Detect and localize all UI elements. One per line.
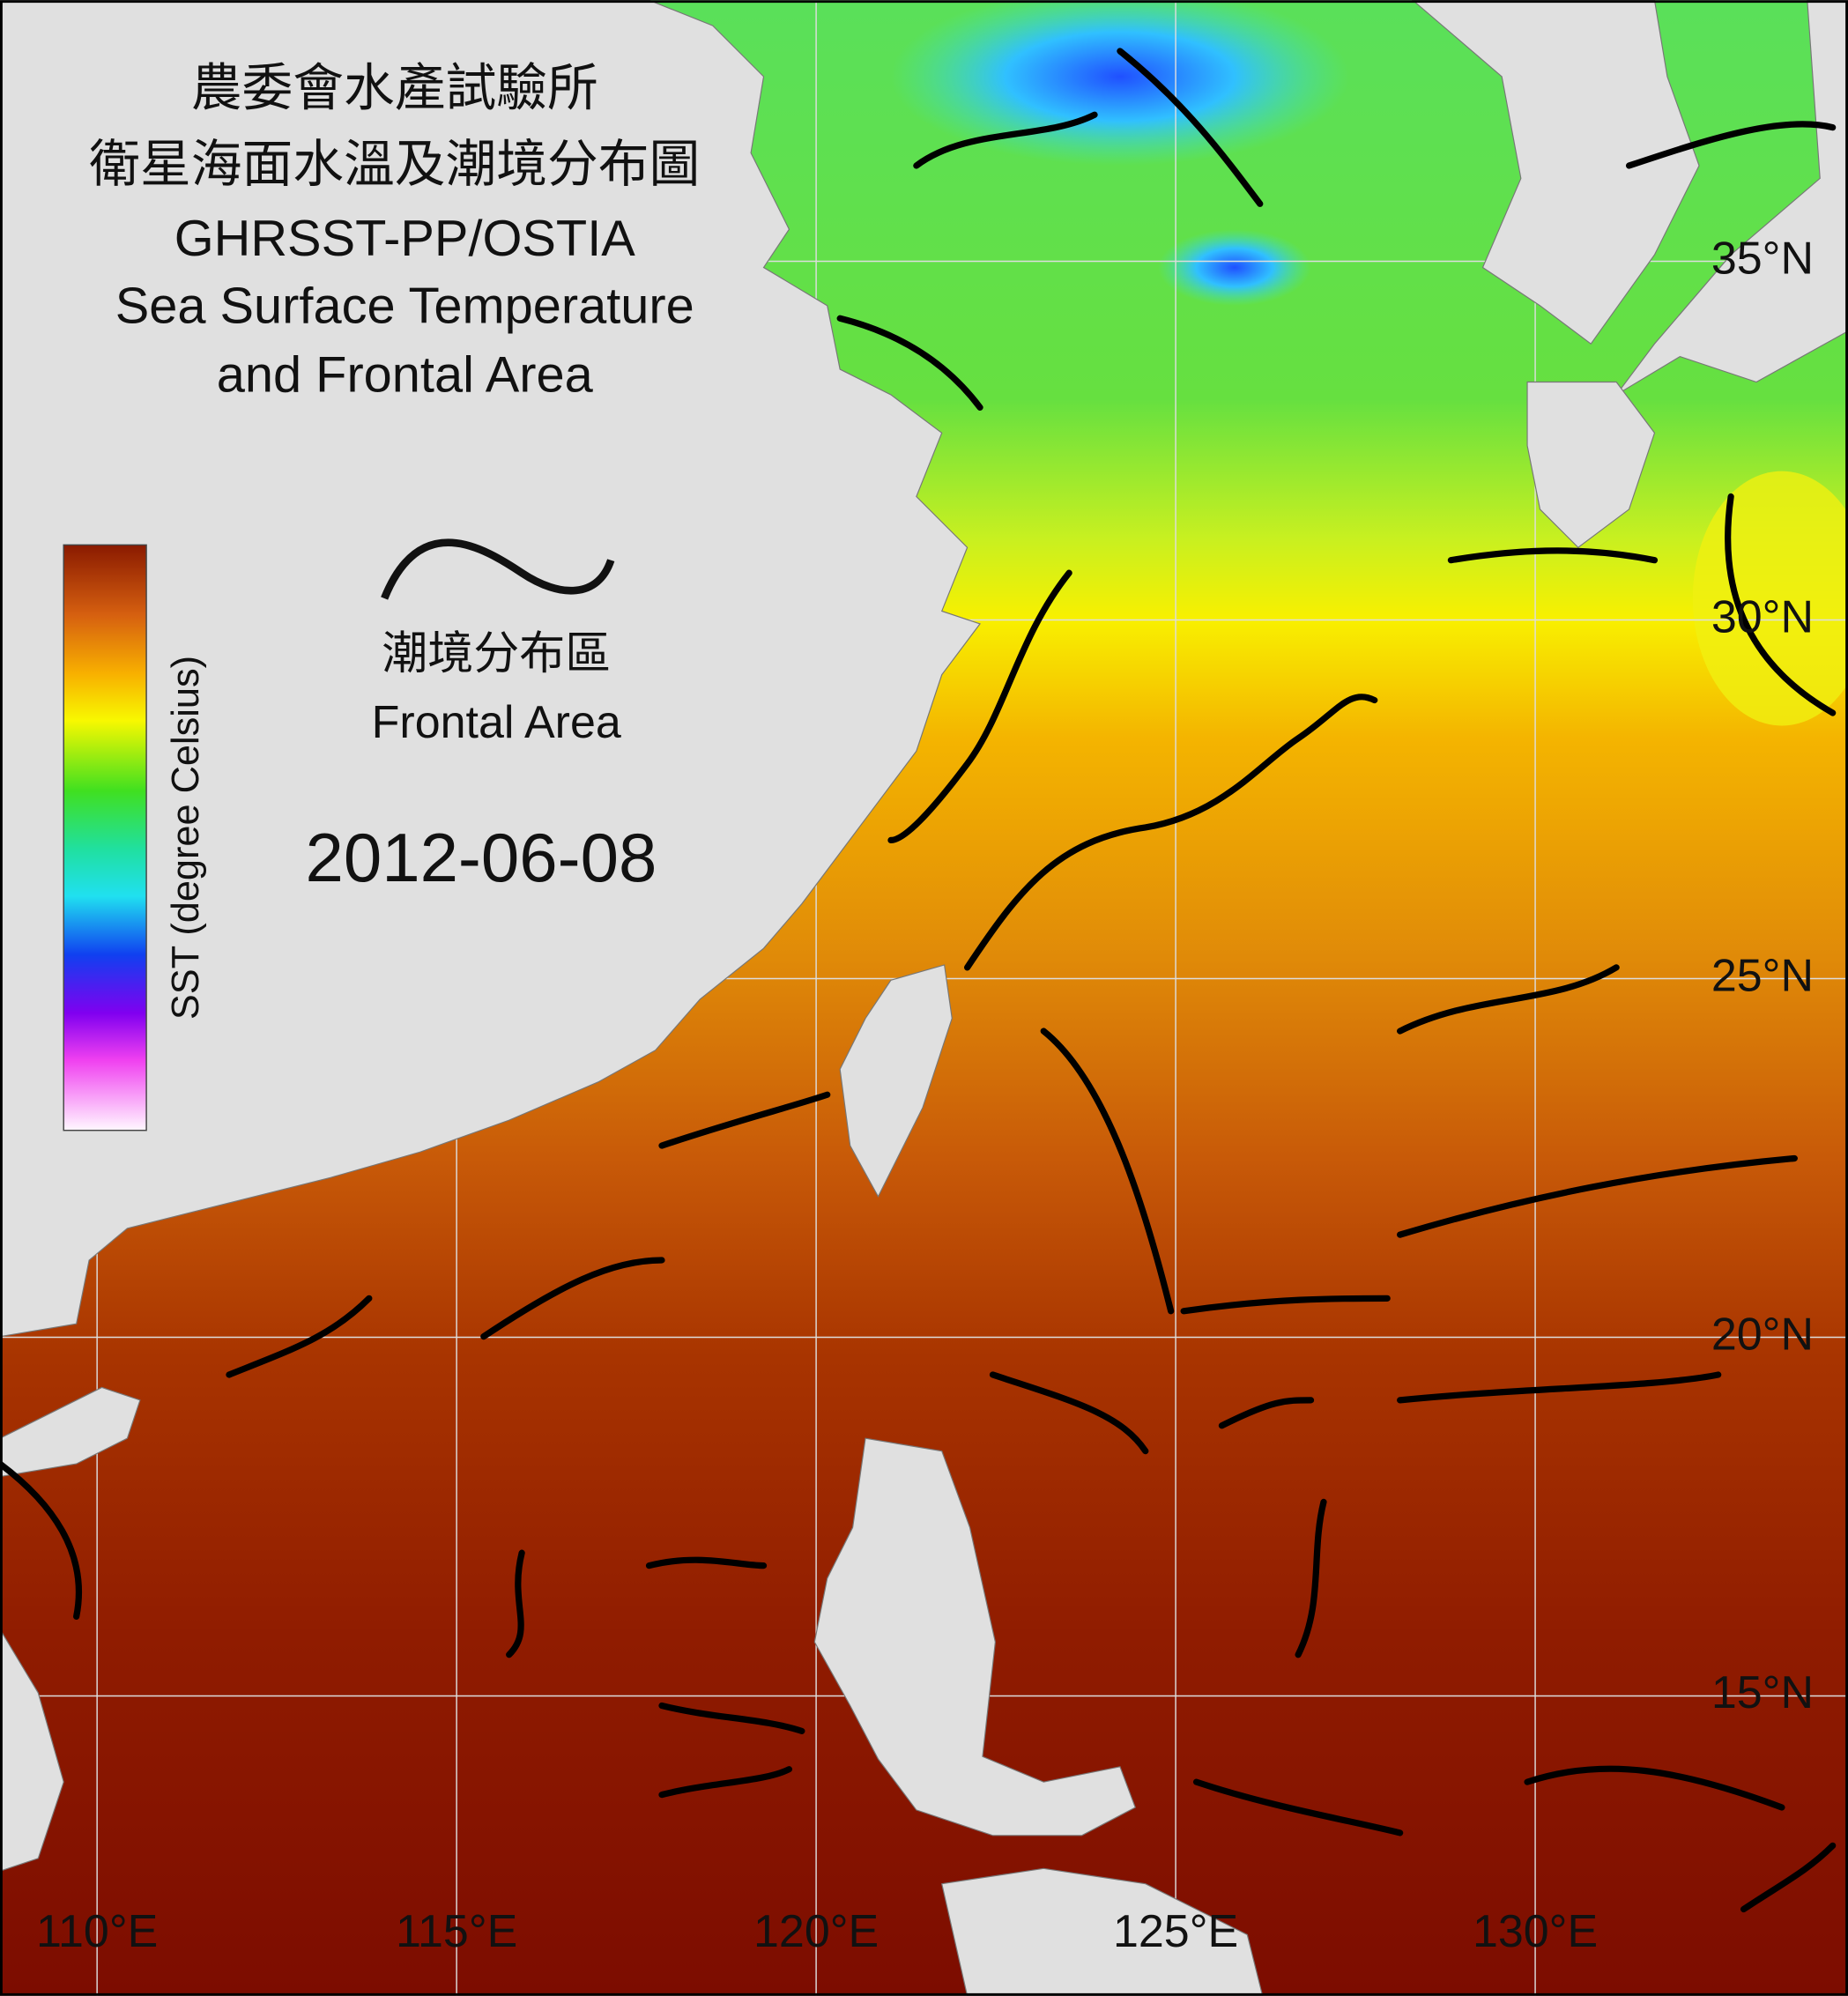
luzon bbox=[813, 1437, 1136, 1836]
fronts bbox=[0, 48, 1837, 1913]
front bbox=[963, 694, 1378, 971]
front bbox=[1397, 1154, 1798, 1238]
lon-tick-label: 125°E bbox=[1113, 1906, 1238, 1957]
front bbox=[506, 1549, 525, 1658]
front bbox=[658, 1766, 793, 1799]
legend-symbol bbox=[381, 538, 615, 600]
lat-tick-label: 25°N bbox=[1711, 950, 1814, 1001]
legend-label: Frontal Area bbox=[372, 697, 621, 748]
front bbox=[1725, 493, 1837, 716]
warm-patch bbox=[1692, 471, 1848, 726]
legend-label: 潮境分布區 bbox=[382, 628, 611, 679]
front bbox=[1218, 1397, 1315, 1429]
lon-tick-label: 115°E bbox=[396, 1906, 517, 1957]
china bbox=[0, 0, 981, 1338]
front bbox=[1447, 547, 1659, 564]
colorbar-label: SST (degree Celsius) bbox=[165, 656, 207, 1020]
colorbar-scale bbox=[63, 544, 147, 1132]
title-line: 衛星海面水溫及潮境分布圖 bbox=[89, 137, 700, 193]
front bbox=[1740, 1842, 1837, 1913]
front bbox=[1397, 964, 1620, 1035]
legend: 潮境分布區 Frontal Area bbox=[372, 538, 621, 748]
lat-tick-label: 35°N bbox=[1711, 233, 1814, 284]
kyushu bbox=[1526, 381, 1656, 549]
front bbox=[1192, 1778, 1404, 1836]
front bbox=[1295, 1498, 1327, 1658]
date: 2012-06-08 bbox=[305, 819, 657, 896]
front bbox=[1180, 1295, 1391, 1315]
title-block: 農委會水產試驗所 衛星海面水溫及潮境分布圖 GHRSST-PP/OSTIA Se… bbox=[89, 60, 700, 403]
front bbox=[1040, 1028, 1175, 1315]
title-line: GHRSST-PP/OSTIA bbox=[174, 211, 636, 267]
lon-tick-label: 110°E bbox=[36, 1906, 158, 1957]
cold-water bbox=[891, 0, 1349, 166]
front bbox=[989, 1371, 1149, 1455]
front bbox=[1117, 48, 1264, 207]
japan bbox=[1615, 0, 1848, 396]
title-line: 農委會水產試驗所 bbox=[191, 60, 598, 116]
indochina bbox=[0, 1628, 64, 1872]
title-line: and Frontal Area bbox=[217, 346, 594, 403]
front bbox=[658, 1702, 805, 1734]
korea bbox=[1411, 0, 1700, 345]
front bbox=[1524, 1765, 1785, 1811]
cold-water bbox=[1158, 229, 1311, 306]
front bbox=[836, 315, 983, 411]
front bbox=[0, 1460, 83, 1620]
title-line: Sea Surface Temperature bbox=[115, 278, 694, 334]
taiwan bbox=[839, 964, 953, 1198]
lat-tick-label: 30°N bbox=[1711, 591, 1814, 642]
front bbox=[913, 111, 1098, 169]
colorbar: SST (degree Celsius) bbox=[63, 544, 207, 1132]
lat-tick-label: 15°N bbox=[1711, 1667, 1814, 1718]
front bbox=[645, 1556, 768, 1569]
lat-tick-label: 20°N bbox=[1711, 1309, 1814, 1360]
front bbox=[1397, 1371, 1722, 1404]
lon-tick-label: 120°E bbox=[753, 1906, 879, 1957]
front bbox=[226, 1295, 373, 1378]
front bbox=[480, 1257, 665, 1340]
front bbox=[887, 569, 1072, 844]
lon-tick-label: 130°E bbox=[1473, 1906, 1598, 1957]
front bbox=[1625, 121, 1837, 169]
front bbox=[658, 1091, 831, 1149]
